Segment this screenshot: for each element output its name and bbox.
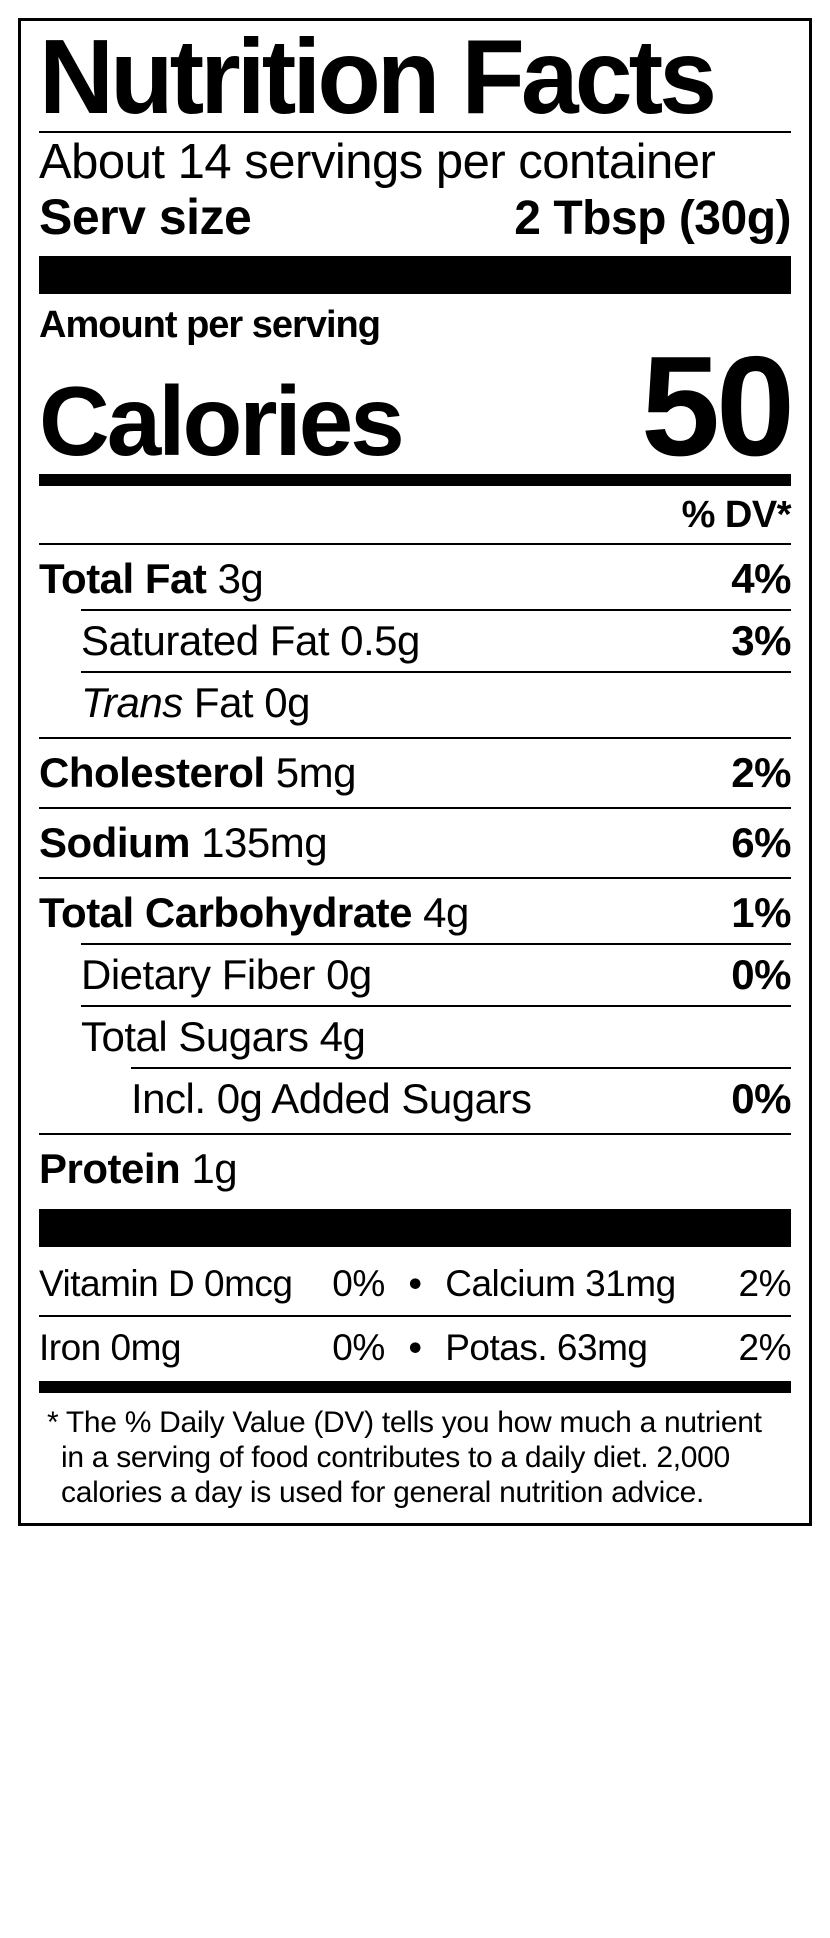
servings-per-container: About 14 servings per container xyxy=(39,137,791,188)
rule xyxy=(39,877,791,879)
calories-value: 50 xyxy=(641,347,791,468)
fiber-dv: 0% xyxy=(731,951,791,999)
trans-fat-suffix: Fat xyxy=(183,679,253,726)
dv-header: % DV* xyxy=(39,492,791,539)
nutrient-added-sugars: Incl. 0g Added Sugars 0% xyxy=(39,1069,791,1129)
nutrient-cholesterol: Cholesterol 5mg 2% xyxy=(39,743,791,803)
fiber-amount: 0g xyxy=(326,951,372,998)
sat-fat-label: Saturated Fat xyxy=(81,617,329,664)
potassium-text: Potas. 63mg xyxy=(445,1327,721,1369)
nutrient-total-carb: Total Carbohydrate 4g 1% xyxy=(39,883,791,943)
panel-title: Nutrition Facts xyxy=(39,29,776,127)
total-carb-label: Total Carbohydrate xyxy=(39,889,412,936)
vitamin-row-1: Vitamin D 0mcg 0% • Calcium 31mg 2% xyxy=(39,1257,791,1311)
nutrient-total-fat: Total Fat 3g 4% xyxy=(39,549,791,609)
fiber-label: Dietary Fiber xyxy=(81,951,315,998)
nutrient-total-sugars: Total Sugars 4g xyxy=(39,1007,791,1067)
serving-size-value: 2 Tbsp (30g) xyxy=(514,191,791,246)
dv-footnote: * The % Daily Value (DV) tells you how m… xyxy=(39,1399,791,1511)
total-fat-label: Total Fat xyxy=(39,555,206,602)
serving-size-label: Serv size xyxy=(39,188,251,246)
added-sugars-label: Incl. 0g Added Sugars xyxy=(131,1075,531,1122)
protein-amount: 1g xyxy=(191,1145,237,1192)
total-sugars-amount: 4g xyxy=(320,1013,366,1060)
potassium-dv: 2% xyxy=(731,1327,791,1369)
rule xyxy=(39,737,791,739)
bullet-icon: • xyxy=(395,1263,435,1305)
total-carb-amount: 4g xyxy=(423,889,469,936)
rule xyxy=(39,1133,791,1135)
total-fat-amount: 3g xyxy=(218,555,264,602)
rule-med-bottom xyxy=(39,1381,791,1393)
protein-label: Protein xyxy=(39,1145,180,1192)
cholesterol-label: Cholesterol xyxy=(39,749,265,796)
nutrient-trans-fat: Trans Fat 0g xyxy=(39,673,791,733)
sat-fat-amount: 0.5g xyxy=(340,617,420,664)
vitamin-d-dv: 0% xyxy=(325,1263,385,1305)
rule-thick-1 xyxy=(39,256,791,294)
vitamin-d-text: Vitamin D 0mcg xyxy=(39,1263,315,1305)
sodium-label: Sodium xyxy=(39,819,190,866)
total-sugars-label: Total Sugars xyxy=(81,1013,308,1060)
calcium-text: Calcium 31mg xyxy=(445,1263,721,1305)
nutrient-sodium: Sodium 135mg 6% xyxy=(39,813,791,873)
trans-fat-prefix: Trans xyxy=(81,679,183,726)
rule-under-dv-header xyxy=(39,543,791,545)
total-carb-dv: 1% xyxy=(731,889,791,937)
rule xyxy=(39,1315,791,1317)
iron-text: Iron 0mg xyxy=(39,1327,315,1369)
nutrition-facts-panel: Nutrition Facts About 14 servings per co… xyxy=(18,18,812,1526)
rule xyxy=(39,807,791,809)
calories-label: Calories xyxy=(39,380,402,463)
cholesterol-dv: 2% xyxy=(731,749,791,797)
trans-fat-amount: 0g xyxy=(264,679,310,726)
cholesterol-amount: 5mg xyxy=(276,749,356,796)
calories-row: Calories 50 xyxy=(39,347,791,468)
total-fat-dv: 4% xyxy=(731,555,791,603)
sodium-amount: 135mg xyxy=(201,819,327,866)
serving-size-row: Serv size 2 Tbsp (30g) xyxy=(39,188,791,246)
nutrient-saturated-fat: Saturated Fat 0.5g 3% xyxy=(39,611,791,671)
vitamin-row-2: Iron 0mg 0% • Potas. 63mg 2% xyxy=(39,1321,791,1375)
sodium-dv: 6% xyxy=(731,819,791,867)
nutrient-fiber: Dietary Fiber 0g 0% xyxy=(39,945,791,1005)
bullet-icon: • xyxy=(395,1327,435,1369)
rule-thick-2 xyxy=(39,1209,791,1247)
nutrient-protein: Protein 1g xyxy=(39,1139,791,1199)
sat-fat-dv: 3% xyxy=(731,617,791,665)
calcium-dv: 2% xyxy=(731,1263,791,1305)
added-sugars-dv: 0% xyxy=(731,1075,791,1123)
iron-dv: 0% xyxy=(325,1327,385,1369)
